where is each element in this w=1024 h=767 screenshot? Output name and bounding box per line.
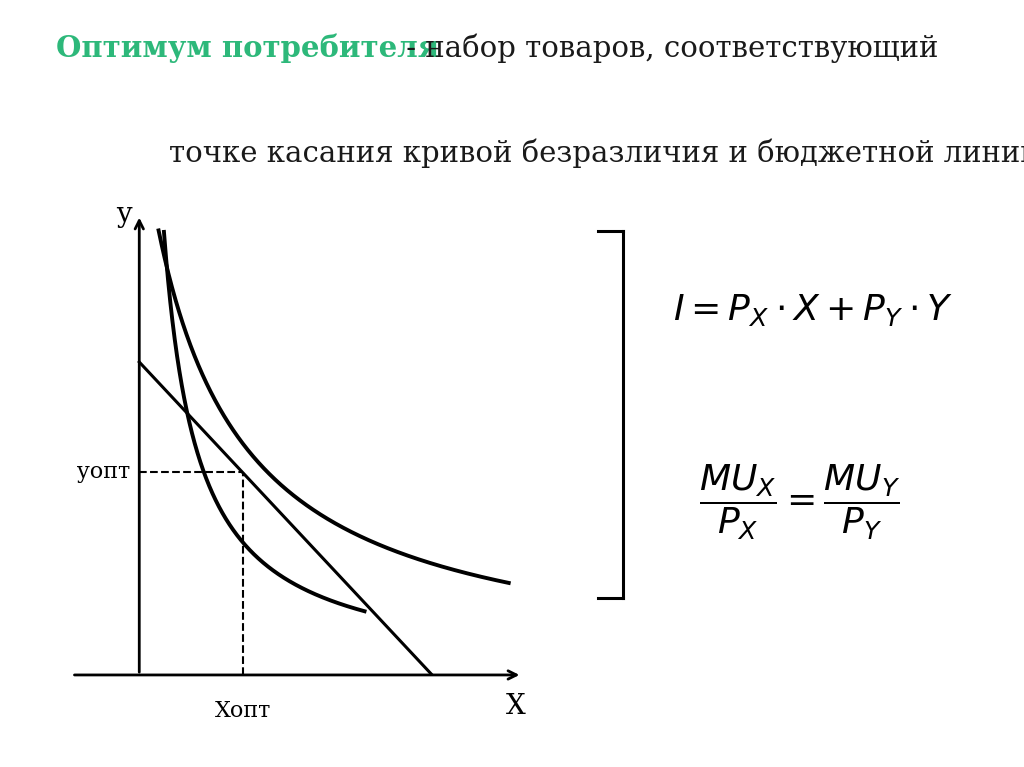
Text: Оптимум потребителя: Оптимум потребителя (56, 34, 439, 63)
Text: yопт: yопт (77, 462, 130, 483)
Text: $I = P_{X} \cdot X + P_{Y} \cdot Y$: $I = P_{X} \cdot X + P_{Y} \cdot Y$ (673, 292, 952, 328)
Text: X: X (506, 693, 525, 720)
Text: точке касания кривой безразличия и бюджетной линии.: точке касания кривой безразличия и бюдже… (169, 138, 1024, 168)
Text: - набор товаров, соответствующий: - набор товаров, соответствующий (397, 34, 939, 63)
Text: $\dfrac{MU_{X}}{P_{X}} = \dfrac{MU_{Y}}{P_{Y}}$: $\dfrac{MU_{X}}{P_{X}} = \dfrac{MU_{Y}}{… (699, 463, 900, 542)
Text: y: y (116, 201, 131, 229)
Text: Xопт: Xопт (215, 700, 271, 723)
